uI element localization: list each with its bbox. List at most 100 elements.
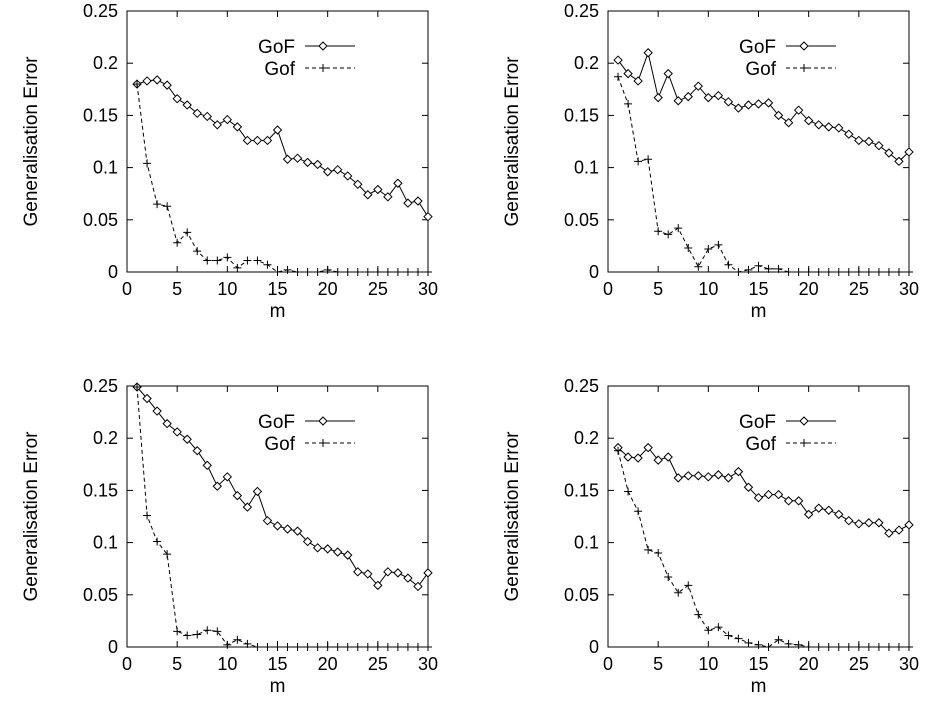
data-point-plus bbox=[373, 268, 382, 276]
data-point-plus bbox=[734, 268, 743, 276]
legend-marker-diamond bbox=[318, 41, 328, 51]
data-point-plus bbox=[424, 643, 432, 651]
data-point-diamond bbox=[633, 76, 643, 86]
data-point-plus bbox=[303, 643, 312, 651]
x-tick-label: 15 bbox=[267, 654, 287, 674]
data-point-plus bbox=[233, 635, 242, 644]
data-point-diamond bbox=[172, 427, 182, 437]
data-point-plus bbox=[864, 643, 873, 651]
data-point-plus bbox=[824, 268, 833, 276]
data-point-plus bbox=[744, 638, 753, 647]
x-tick-label: 5 bbox=[653, 279, 663, 299]
data-point-diamond bbox=[613, 55, 623, 65]
legend-marker-plus bbox=[319, 64, 327, 72]
data-point-plus bbox=[203, 256, 212, 265]
data-point-diamond bbox=[413, 196, 423, 206]
x-tick-label: 0 bbox=[122, 654, 132, 674]
data-point-plus bbox=[784, 268, 793, 276]
x-axis-label: m bbox=[270, 301, 286, 322]
data-point-diamond bbox=[884, 148, 894, 158]
data-point-diamond bbox=[363, 569, 373, 579]
x-tick-label: 15 bbox=[748, 654, 768, 674]
y-tick-label: 0.15 bbox=[83, 105, 118, 125]
data-point-diamond bbox=[673, 96, 683, 106]
y-tick-label: 0.25 bbox=[83, 1, 118, 21]
data-point-plus bbox=[363, 643, 372, 651]
data-point-diamond bbox=[373, 580, 383, 591]
data-point-plus bbox=[353, 643, 362, 651]
data-point-plus bbox=[363, 268, 372, 276]
data-point-diamond bbox=[282, 524, 293, 534]
data-point-diamond bbox=[673, 473, 683, 483]
data-point-plus bbox=[283, 265, 292, 274]
data-point-plus bbox=[834, 268, 843, 276]
data-point-diamond bbox=[854, 519, 864, 529]
chart-panel-4: 0 0.05 0.1 0.15 0.2 0.25 0 5 10 15 20 25 30 m Generali… bbox=[502, 376, 919, 697]
data-point-diamond bbox=[192, 108, 202, 119]
data-point-diamond bbox=[723, 97, 734, 107]
data-point-diamond bbox=[162, 80, 172, 90]
data-point-diamond bbox=[302, 157, 313, 168]
x-tick-label: 0 bbox=[603, 279, 613, 299]
data-point-diamond bbox=[212, 120, 223, 130]
legend-label-gof: GoF bbox=[739, 412, 776, 433]
x-tick-label: 25 bbox=[849, 654, 869, 674]
data-point-diamond bbox=[743, 482, 754, 492]
data-point-plus bbox=[193, 630, 202, 639]
data-point-diamond bbox=[783, 118, 794, 128]
data-point-plus bbox=[403, 268, 412, 276]
legend-marker-diamond bbox=[799, 41, 809, 51]
data-point-plus bbox=[203, 626, 212, 635]
data-point-plus bbox=[614, 72, 623, 81]
data-point-diamond bbox=[182, 100, 192, 110]
data-point-plus bbox=[624, 99, 633, 108]
data-point-diamond bbox=[713, 90, 724, 101]
data-point-plus bbox=[734, 634, 743, 643]
data-point-plus bbox=[694, 262, 703, 271]
y-tick-label: 0 bbox=[108, 637, 118, 657]
data-point-diamond bbox=[393, 178, 403, 188]
data-point-plus bbox=[153, 537, 162, 546]
data-point-plus bbox=[413, 268, 422, 276]
data-point-plus bbox=[143, 159, 152, 168]
data-point-plus bbox=[654, 227, 663, 236]
data-point-plus bbox=[664, 573, 673, 582]
data-point-diamond bbox=[252, 135, 263, 146]
data-point-plus bbox=[814, 268, 823, 276]
data-point-plus bbox=[714, 240, 723, 249]
x-tick-label: 5 bbox=[172, 654, 182, 674]
data-point-plus bbox=[854, 643, 863, 651]
data-point-plus bbox=[183, 228, 192, 237]
data-point-diamond bbox=[663, 452, 673, 462]
data-point-diamond bbox=[232, 122, 243, 132]
x-tick-label: 20 bbox=[318, 654, 338, 674]
x-axis-label: m bbox=[751, 301, 767, 322]
data-point-diamond bbox=[292, 526, 303, 536]
data-point-diamond bbox=[703, 92, 714, 103]
data-point-diamond bbox=[894, 156, 904, 167]
data-point-diamond bbox=[353, 567, 363, 577]
data-point-diamond bbox=[773, 110, 784, 121]
data-point-plus bbox=[323, 643, 332, 651]
data-point-plus bbox=[634, 157, 643, 166]
data-point-diamond bbox=[373, 184, 383, 195]
y-tick-label: 0.05 bbox=[83, 210, 118, 230]
data-point-diamond bbox=[322, 167, 333, 177]
y-tick-label: 0.1 bbox=[574, 533, 599, 553]
data-point-diamond bbox=[643, 48, 653, 58]
data-point-plus bbox=[133, 80, 142, 89]
data-point-diamond bbox=[653, 92, 663, 103]
data-point-plus bbox=[273, 643, 282, 651]
data-point-diamond bbox=[874, 140, 884, 151]
data-point-diamond bbox=[182, 434, 192, 444]
data-point-diamond bbox=[663, 68, 673, 79]
data-point-diamond bbox=[824, 122, 834, 132]
x-axis-label: m bbox=[751, 676, 767, 697]
data-point-diamond bbox=[693, 81, 704, 91]
data-point-plus bbox=[333, 268, 342, 276]
data-point-diamond bbox=[403, 198, 413, 208]
data-point-diamond bbox=[292, 153, 303, 163]
data-point-diamond bbox=[793, 496, 804, 506]
y-tick-label: 0.15 bbox=[564, 105, 599, 125]
